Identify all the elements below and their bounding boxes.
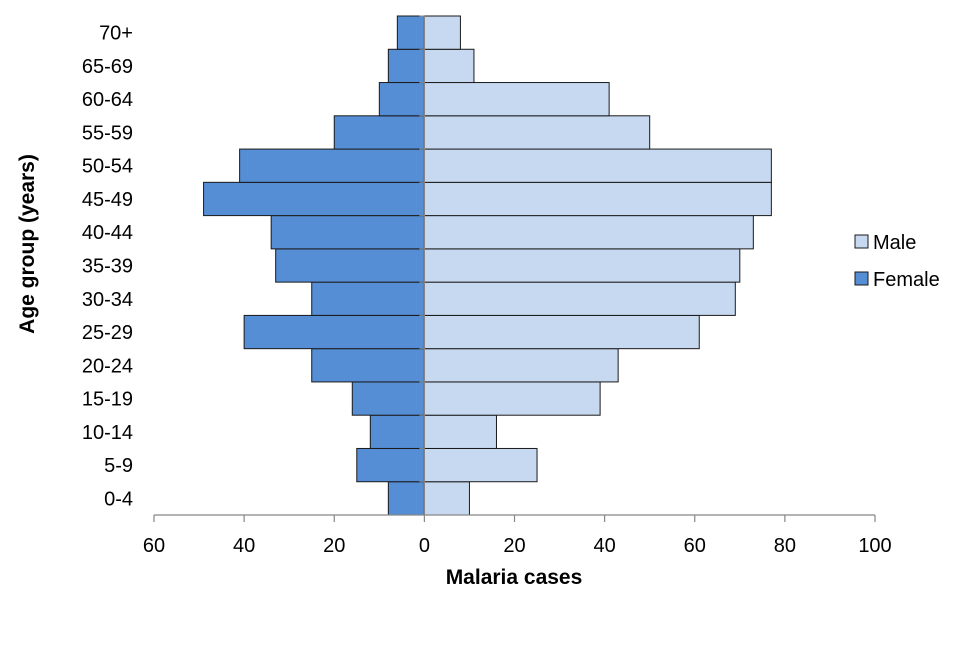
x-tick-label: 60 [143, 535, 165, 557]
bar-male-65-69 [423, 48, 475, 84]
bar-male-35-39 [423, 248, 741, 283]
bar-male-40-44 [423, 215, 754, 250]
legend-swatch-female [854, 271, 869, 286]
bar-female-65-69 [387, 48, 425, 84]
y-tick-label-40-44: 40-44 [82, 222, 133, 244]
y-axis-title: Age group (years) [16, 154, 39, 334]
y-tick-label-25-29: 25-29 [82, 322, 133, 344]
bar-female-60-64 [378, 82, 425, 117]
x-tick-label: 0 [419, 535, 430, 557]
bar-female-0-4 [387, 481, 425, 516]
y-tick-label-30-34: 30-34 [82, 289, 133, 311]
y-tick-label-50-54: 50-54 [82, 156, 133, 178]
bar-male-15-19 [423, 381, 601, 416]
x-tick-label: 60 [684, 535, 706, 557]
y-tick-label-60-64: 60-64 [82, 89, 133, 111]
x-tick-label: 100 [858, 535, 891, 557]
y-tick-label-70: 70+ [99, 23, 133, 45]
legend-label-male: Male [873, 232, 916, 254]
bar-male-25-29 [423, 314, 700, 350]
bar-female-5-9 [356, 447, 425, 483]
bar-female-30-34 [311, 281, 425, 316]
y-tick-label-0-4: 0-4 [104, 488, 133, 510]
bar-male-45-49 [423, 181, 772, 217]
y-tick-label-35-39: 35-39 [82, 256, 133, 278]
bar-female-20-24 [311, 348, 425, 383]
bar-male-10-14 [423, 414, 497, 449]
female-bars [203, 15, 425, 516]
bar-female-40-44 [270, 215, 425, 250]
bar-male-55-59 [423, 115, 651, 150]
bar-female-10-14 [369, 414, 425, 449]
x-tick-label: 80 [774, 535, 796, 557]
y-tick-label-10-14: 10-14 [82, 422, 133, 444]
legend-label-female: Female [873, 269, 940, 291]
y-tick-label-65-69: 65-69 [82, 56, 133, 78]
y-tick-label-45-49: 45-49 [82, 189, 133, 211]
bar-male-30-34 [423, 281, 736, 316]
bar-female-55-59 [333, 115, 425, 150]
y-tick-label-15-19: 15-19 [82, 389, 133, 411]
x-tick-label: 20 [503, 535, 525, 557]
bar-male-0-4 [423, 481, 470, 516]
bar-female-25-29 [243, 314, 425, 350]
bar-male-70 [423, 15, 461, 50]
bar-male-5-9 [423, 447, 538, 483]
bar-female-15-19 [351, 381, 425, 416]
x-tick-labels: 60 40 20 0 20 40 60 80 100 [143, 515, 892, 557]
bar-female-45-49 [203, 181, 425, 217]
x-tick-label: 40 [594, 535, 616, 557]
x-tick-label: 20 [323, 535, 345, 557]
legend-swatch-male [854, 234, 869, 249]
bar-female-50-54 [239, 148, 425, 183]
y-tick-label-5-9: 5-9 [104, 455, 133, 477]
bar-female-70 [396, 15, 425, 50]
bar-male-60-64 [423, 82, 610, 117]
bar-male-20-24 [423, 348, 619, 383]
y-tick-labels: 0-4 5-9 10-14 15-19 20-24 25-29 30-34 35-39 40-4… [82, 15, 425, 510]
male-bars [423, 15, 772, 516]
x-axis-title: Malaria cases [446, 566, 583, 589]
y-tick-label-20-24: 20-24 [82, 355, 133, 377]
bar-female-35-39 [275, 248, 425, 283]
bar-male-50-54 [423, 148, 772, 183]
y-tick-label-55-59: 55-59 [82, 122, 133, 144]
x-tick-label: 40 [233, 535, 255, 557]
legend: Male Female [854, 232, 940, 291]
